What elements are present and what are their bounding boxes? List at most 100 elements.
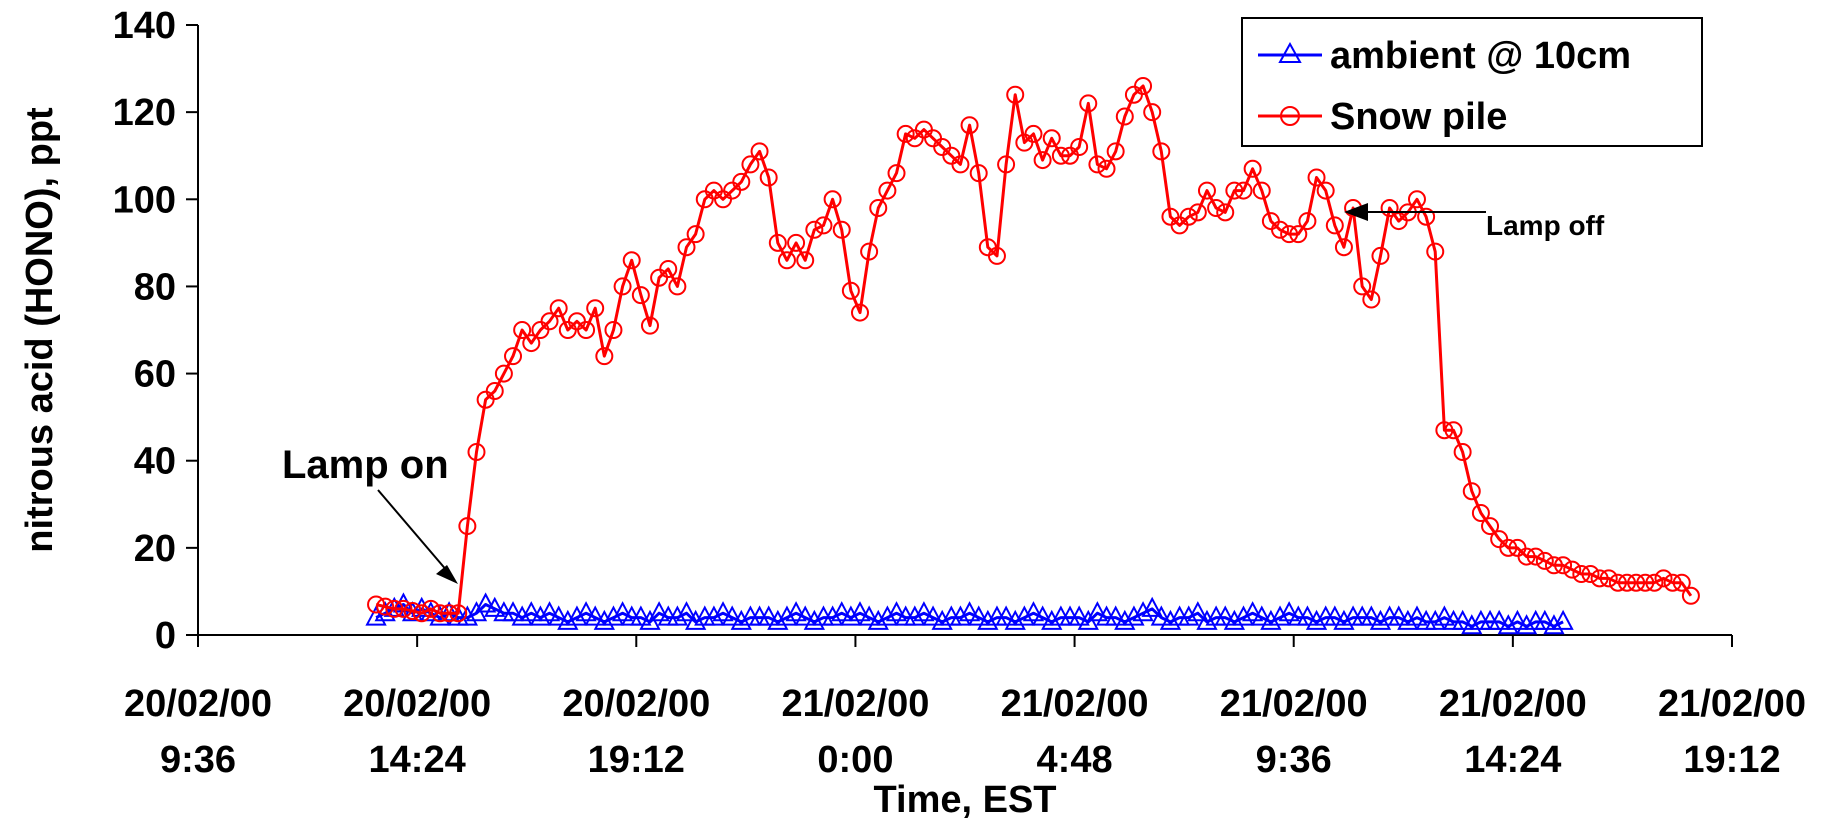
data-point <box>1031 605 1054 626</box>
data-point <box>504 347 523 366</box>
data-point <box>1534 609 1556 630</box>
data-point <box>777 251 796 270</box>
data-point <box>869 199 888 217</box>
data-point <box>951 155 970 174</box>
data-point <box>1481 517 1500 536</box>
data-point <box>896 124 915 143</box>
x-tick-date: 20/02/00 <box>562 683 710 725</box>
data-point <box>958 601 981 622</box>
data-point <box>1654 569 1673 588</box>
y-tick-label: 20 <box>134 528 176 570</box>
data-point <box>365 605 387 626</box>
axes <box>197 25 1732 636</box>
data-point <box>1086 601 1109 622</box>
data-point <box>1243 159 1262 178</box>
lamp-on-arrowhead <box>436 565 458 584</box>
data-point <box>1406 605 1428 626</box>
data-point <box>1271 220 1290 239</box>
data-point <box>1188 203 1207 222</box>
data-point <box>412 604 431 623</box>
data-point <box>1636 573 1655 592</box>
data-point <box>394 599 413 618</box>
y-tick-label: 80 <box>134 266 176 308</box>
data-point <box>1022 601 1045 622</box>
data-point <box>1535 551 1554 570</box>
data-point <box>977 609 999 630</box>
data-point <box>748 605 771 626</box>
data-point <box>767 609 789 630</box>
data-point <box>960 116 979 135</box>
data-point <box>1353 277 1372 296</box>
data-point <box>548 605 570 626</box>
data-point <box>1104 605 1127 626</box>
data-point <box>566 605 588 626</box>
data-point <box>1196 609 1218 630</box>
annotation-lamp-off: Lamp off <box>1486 210 1605 241</box>
data-point <box>613 277 632 296</box>
data-point <box>403 602 422 621</box>
data-point <box>1241 601 1264 622</box>
data-point <box>666 605 689 626</box>
data-point <box>1462 482 1481 501</box>
data-point <box>1417 207 1436 226</box>
data-point <box>1115 107 1134 126</box>
annotation-lamp-on: Lamp on <box>282 443 449 487</box>
data-point <box>1033 151 1052 170</box>
data-point <box>1013 605 1036 626</box>
series <box>365 77 1700 635</box>
data-point <box>867 609 889 630</box>
x-tick-date: 20/02/00 <box>343 683 491 725</box>
data-point <box>456 605 479 626</box>
data-point <box>1070 138 1089 156</box>
data-point <box>949 605 972 626</box>
data-point <box>1223 609 1246 630</box>
data-point <box>1499 538 1518 557</box>
data-point <box>1515 614 1538 635</box>
data-point <box>1234 181 1253 200</box>
data-point <box>1572 565 1591 583</box>
data-point <box>721 605 743 626</box>
data-point <box>575 601 597 622</box>
data-point <box>557 609 579 630</box>
annotations: Lamp on Lamp off <box>282 203 1605 584</box>
data-point <box>595 347 614 366</box>
data-point <box>860 242 879 261</box>
data-point <box>522 334 541 353</box>
x-tick-time: 4:48 <box>1037 739 1113 781</box>
axis-ticks <box>186 24 1733 647</box>
data-point <box>1114 609 1136 630</box>
data-point <box>648 601 670 622</box>
data-point <box>1079 94 1098 113</box>
x-tick-date: 21/02/00 <box>1658 683 1806 725</box>
data-point <box>1280 225 1299 244</box>
data-point <box>1004 609 1026 630</box>
data-point <box>1024 124 1043 143</box>
data-point <box>1672 573 1691 592</box>
legend-marker-ambient <box>1278 41 1302 63</box>
data-point <box>1068 605 1090 626</box>
data-point <box>969 164 988 183</box>
data-point <box>577 321 596 339</box>
data-point <box>1334 238 1353 257</box>
data-point <box>1451 609 1474 630</box>
data-point <box>1333 609 1355 630</box>
data-point <box>776 605 798 626</box>
data-point <box>1097 159 1116 178</box>
data-point <box>586 299 605 318</box>
x-tick-time: 9:36 <box>160 739 236 781</box>
data-point <box>1041 609 1063 630</box>
data-point <box>858 605 880 626</box>
data-point <box>1123 605 1145 626</box>
data-point <box>1397 609 1419 630</box>
data-point <box>1006 85 1025 104</box>
data-point <box>849 601 871 622</box>
data-point <box>1617 573 1636 592</box>
data-point <box>1143 103 1162 122</box>
data-point <box>659 260 678 278</box>
x-tick-time: 0:00 <box>817 739 893 781</box>
data-point <box>831 601 853 622</box>
data-point <box>421 599 440 618</box>
data-point <box>1042 129 1061 148</box>
data-point <box>876 605 899 626</box>
